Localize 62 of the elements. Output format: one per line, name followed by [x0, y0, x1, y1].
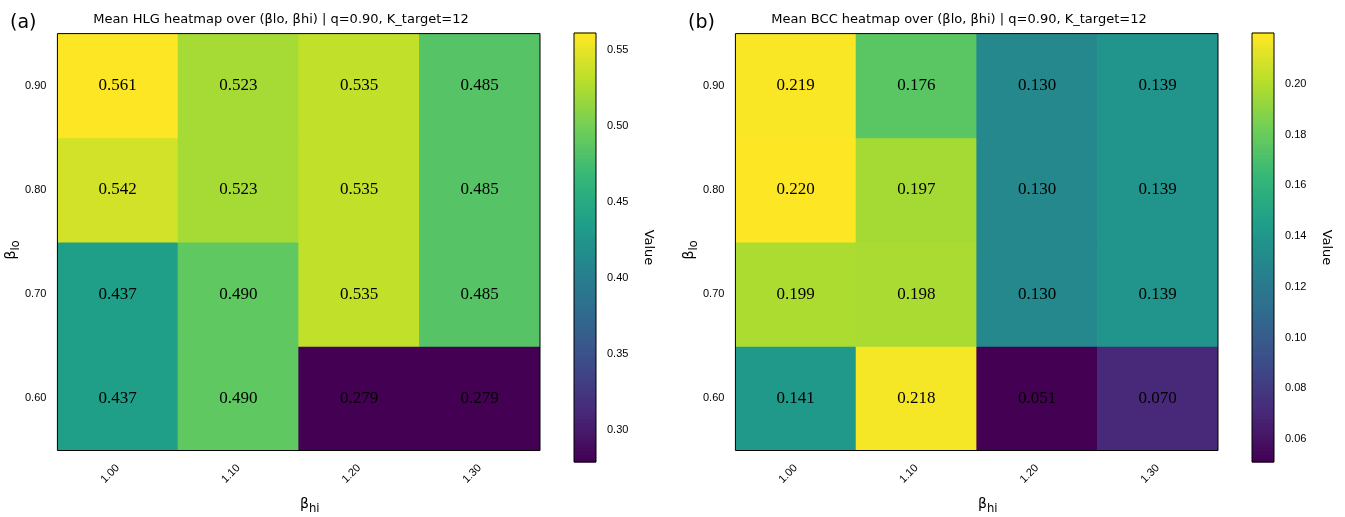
data-label: 0.485: [460, 179, 499, 199]
text: (b): [688, 10, 715, 32]
y-tick-label: 0.90: [24, 78, 47, 91]
data-label: 0.199: [776, 283, 815, 303]
data-label: 0.437: [98, 283, 138, 303]
data-label: 0.279: [460, 387, 499, 407]
color-bar-label: 0.06: [1285, 432, 1307, 445]
color-bar-label: 0.16: [1285, 178, 1307, 191]
data-label: 0.523: [219, 75, 258, 95]
data-label: 0.561: [98, 75, 137, 95]
color-bar-label: 0.30: [607, 423, 629, 436]
data-label: 0.535: [339, 283, 379, 303]
data-label: 0.219: [776, 75, 815, 95]
data-label: 0.070: [1138, 387, 1177, 407]
data-label: 0.485: [460, 75, 499, 95]
color-bar-label: 0.18: [1285, 127, 1307, 140]
y-tick-label: 0.70: [24, 287, 47, 300]
data-label: 0.130: [1017, 75, 1057, 95]
color-bar-label: 0.45: [607, 194, 629, 207]
data-label: 0.535: [339, 179, 379, 199]
color-bar-label: 0.35: [607, 347, 629, 360]
color-bar-label: 0.40: [607, 270, 629, 283]
data-label: 0.535: [339, 75, 379, 95]
color-bar-label: 0.20: [1285, 76, 1307, 89]
y-tick-label: 0.80: [24, 182, 47, 195]
color-bar-label: 0.10: [1285, 330, 1307, 343]
data-label: 0.139: [1138, 179, 1177, 199]
data-label: 0.490: [219, 387, 258, 407]
x-axis-title: β$_{hi}$: [978, 495, 998, 515]
y-tick-label: 0.60: [702, 391, 725, 404]
data-label: 0.139: [1138, 283, 1177, 303]
y-tick-label: 0.70: [702, 287, 725, 300]
data-label: 0.220: [776, 179, 815, 199]
y-tick-label: 0.90: [702, 78, 725, 91]
data-label: 0.485: [460, 283, 499, 303]
data-label: 0.490: [219, 283, 258, 303]
color-bar-title: Value: [1319, 229, 1335, 266]
chart-title: Mean BCC heatmap over (βlo, βhi) | q=0.90, K_target=12: [771, 11, 1147, 27]
data-label: 0.141: [776, 387, 815, 407]
x-axis-title: β$_{hi}$: [300, 495, 320, 515]
color-bar-label: 0.08: [1285, 381, 1307, 394]
data-label: 0.523: [219, 179, 258, 199]
data-label: 0.198: [897, 283, 936, 303]
text: (a): [10, 10, 37, 32]
color-bar-label: 0.55: [607, 42, 629, 55]
y-tick-label: 0.60: [24, 391, 47, 404]
data-label: 0.218: [897, 387, 936, 407]
y-tick-label: 0.80: [702, 182, 725, 195]
data-label: 0.176: [897, 75, 936, 95]
data-label: 0.437: [98, 387, 138, 407]
data-label: 0.542: [98, 179, 137, 199]
color-bar-label: 0.14: [1285, 229, 1307, 242]
chart-title: Mean HLG heatmap over (βlo, βhi) | q=0.90, K_target=12: [93, 11, 469, 27]
data-label: 0.130: [1017, 283, 1057, 303]
data-label: 0.130: [1017, 179, 1057, 199]
color-bar-title: Value: [641, 229, 657, 266]
data-label: 0.197: [897, 179, 937, 199]
data-label: 0.051: [1017, 387, 1057, 407]
data-label: 0.279: [339, 387, 379, 407]
data-label: 0.139: [1138, 75, 1177, 95]
color-bar-label: 0.12: [1285, 279, 1307, 292]
color-bar-label: 0.50: [607, 118, 629, 131]
